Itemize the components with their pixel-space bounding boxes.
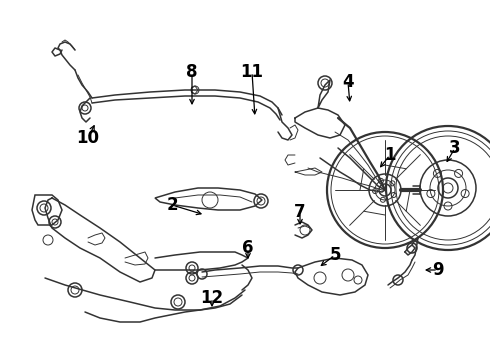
Text: 6: 6 xyxy=(242,239,254,257)
Text: 2: 2 xyxy=(166,196,178,214)
Text: 3: 3 xyxy=(449,139,461,157)
Text: 8: 8 xyxy=(186,63,198,81)
Text: 12: 12 xyxy=(200,289,223,307)
Text: 7: 7 xyxy=(294,203,306,221)
Text: 4: 4 xyxy=(342,73,354,91)
Text: 1: 1 xyxy=(384,146,396,164)
Text: 9: 9 xyxy=(432,261,444,279)
Text: 10: 10 xyxy=(76,129,99,147)
Text: 5: 5 xyxy=(329,246,341,264)
Text: 11: 11 xyxy=(241,63,264,81)
